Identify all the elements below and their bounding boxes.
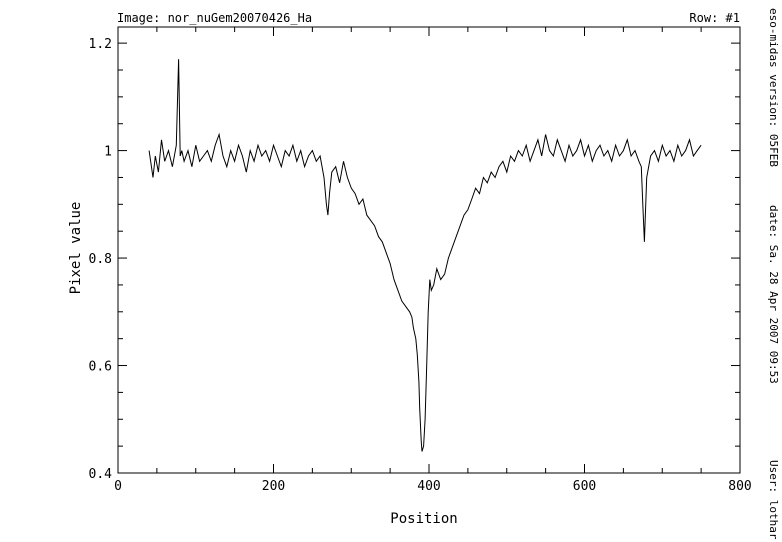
- x-tick-label: 400: [417, 479, 440, 494]
- y-tick-label: 1.2: [89, 37, 112, 52]
- y-tick-label: 1: [104, 145, 112, 160]
- header-row-label: Row: #1: [689, 11, 740, 25]
- side-version-label: eso-midas version: 05FEB: [767, 8, 780, 167]
- side-user-label: User: lothar: [767, 460, 780, 540]
- x-axis-label: Position: [390, 511, 457, 527]
- plot-frame: [117, 26, 741, 474]
- side-date-label: date: Sa. 28 Apr 2007 09:53: [767, 205, 780, 384]
- y-tick-label: 0.4: [89, 467, 113, 482]
- x-tick-label: 200: [262, 479, 285, 494]
- header-image-label: Image: nor_nuGem20070426_Ha: [117, 11, 312, 25]
- x-axis: 0 200 400 600 800: [114, 27, 752, 494]
- x-tick-label: 0: [114, 479, 122, 494]
- x-tick-label: 800: [728, 479, 751, 494]
- x-tick-label: 600: [573, 479, 596, 494]
- y-axis: 0.4 0.6 0.8 1 1.2: [89, 37, 740, 482]
- y-axis-label: Pixel value: [68, 202, 84, 295]
- series-line: [148, 59, 702, 452]
- y-tick-label: 0.8: [89, 252, 112, 267]
- y-tick-label: 0.6: [89, 360, 112, 375]
